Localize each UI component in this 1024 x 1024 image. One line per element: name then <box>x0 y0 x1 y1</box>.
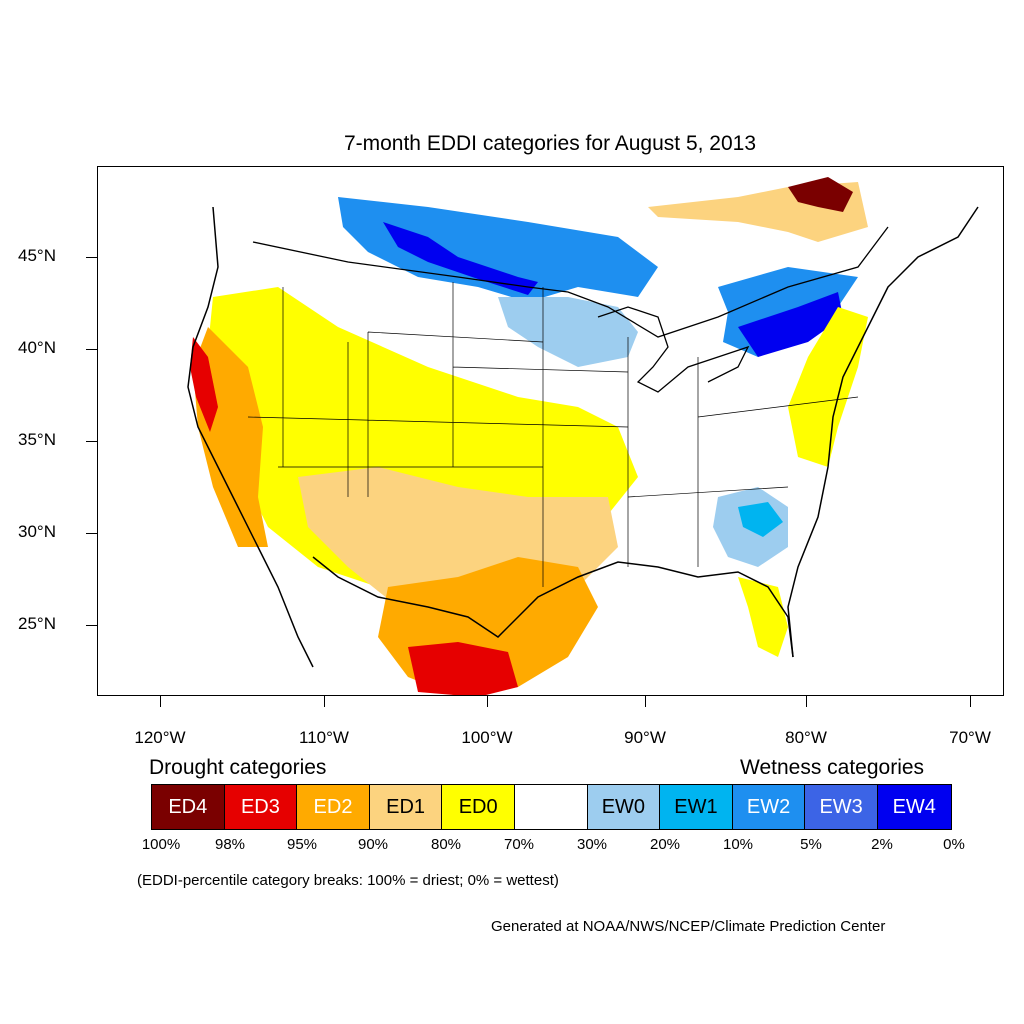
region-northern-plains-light-wet <box>498 297 638 367</box>
region-great-lakes-very-wet <box>738 292 843 357</box>
lat-tick-45 <box>86 257 97 258</box>
pct-label: 5% <box>800 836 822 853</box>
pct-label: 70% <box>503 836 535 853</box>
lon-tick-100 <box>487 696 488 707</box>
atlantic-coastline <box>787 206 979 658</box>
region-carolina-wet <box>738 502 783 537</box>
lat-label-30: 30°N <box>18 522 56 541</box>
pct-label: 80% <box>430 836 462 853</box>
pct-label: 30% <box>576 836 608 853</box>
legend-box-ew2: EW2 <box>732 785 806 829</box>
region-northern-plains-wet <box>338 197 658 302</box>
legend-box-ed0: ED0 <box>442 785 515 829</box>
legend-box-ed4: ED4 <box>152 785 225 829</box>
lon-label-100: 100°W <box>461 728 513 747</box>
lon-tick-70 <box>970 696 971 707</box>
pct-label: 98% <box>214 836 246 853</box>
lon-tick-90 <box>645 696 646 707</box>
region-northern-plains-very-wet <box>383 222 538 295</box>
pct-label: 2% <box>871 836 893 853</box>
pct-label: 95% <box>286 836 318 853</box>
category-note: (EDDI-percentile category breaks: 100% =… <box>137 872 559 889</box>
lon-tick-120 <box>160 696 161 707</box>
category-legend: ED4 ED3 ED2 ED1 ED0 EW0 EW1 EW2 EW3 EW4 <box>151 784 952 830</box>
lat-label-40: 40°N <box>18 338 56 357</box>
gulf-coastline <box>312 556 794 658</box>
pct-label: 100% <box>141 836 181 853</box>
us-canada-border <box>252 226 889 338</box>
lat-tick-35 <box>86 441 97 442</box>
region-east-coast-ed0 <box>788 307 868 467</box>
lat-tick-40 <box>86 349 97 350</box>
region-mexico-ed3 <box>408 642 518 695</box>
lat-tick-25 <box>86 625 97 626</box>
legend-box-ew1: EW1 <box>660 785 733 829</box>
legend-box-ew0: EW0 <box>587 785 661 829</box>
legend-box-ew3: EW3 <box>805 785 878 829</box>
lon-label-110: 110°W <box>299 728 349 747</box>
lon-label-90: 90°W <box>624 728 666 747</box>
region-florida-ed0 <box>738 577 788 657</box>
region-california-ed3 <box>190 337 218 432</box>
eddi-map <box>97 166 1004 696</box>
lon-tick-80 <box>806 696 807 707</box>
legend-box-ed2: ED2 <box>297 785 370 829</box>
great-lakes-outline <box>597 306 750 393</box>
pct-label: 90% <box>357 836 389 853</box>
lon-label-80: 80°W <box>785 728 827 747</box>
pct-label: 10% <box>722 836 754 853</box>
legend-box-ed1: ED1 <box>369 785 443 829</box>
pacific-coastline <box>187 206 314 668</box>
drought-heading: Drought categories <box>149 756 327 779</box>
region-quebec-ed4 <box>788 177 853 212</box>
map-canvas <box>187 177 979 695</box>
wetness-heading: Wetness categories <box>740 756 925 779</box>
pct-label: 0% <box>943 836 965 853</box>
lon-label-120: 120°W <box>134 728 186 747</box>
lat-label-45: 45°N <box>18 246 56 265</box>
legend-box-ed3: ED3 <box>224 785 298 829</box>
lat-label-25: 25°N <box>18 614 56 633</box>
pct-label: 20% <box>649 836 681 853</box>
state-borders <box>247 282 859 587</box>
lon-tick-110 <box>324 696 325 707</box>
map-title: 7-month EDDI categories for August 5, 20… <box>343 132 757 155</box>
legend-box-normal <box>514 785 588 829</box>
lat-tick-30 <box>86 533 97 534</box>
lat-label-35: 35°N <box>18 430 56 449</box>
legend-box-ew4: EW4 <box>877 785 951 829</box>
credit-line: Generated at NOAA/NWS/NCEP/Climate Predi… <box>491 918 886 935</box>
lon-label-70: 70°W <box>949 728 991 747</box>
